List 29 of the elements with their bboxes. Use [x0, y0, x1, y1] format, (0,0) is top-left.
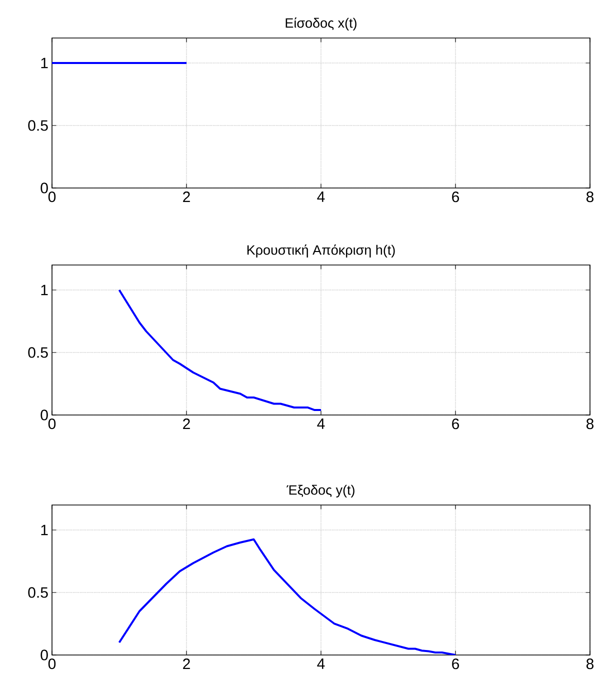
x-tick-label: 0	[48, 658, 56, 670]
x-tick-label: 4	[317, 418, 325, 429]
x-tick-label: 8	[586, 658, 594, 670]
x-tick-label: 0	[48, 418, 56, 430]
line-series	[118, 538, 456, 655]
y-tick-label: 0.5	[28, 347, 48, 358]
x-tick-label: 4	[317, 192, 325, 202]
y-tick-label: 0.5	[28, 587, 48, 598]
x-tick-label: 8	[586, 418, 594, 430]
x-tick-label: 0	[48, 192, 56, 202]
y-tick-label: 0	[40, 410, 48, 420]
x-tick-label: 6	[452, 418, 459, 430]
chart-title: Κρουστική Απόκριση h(t)	[247, 244, 395, 258]
y-tick-label: 0.5	[28, 120, 48, 131]
y-tick-label: 1	[41, 284, 48, 296]
x-tick-label: 6	[452, 658, 459, 670]
x-tick-label: 2	[183, 658, 190, 669]
x-tick-label: 6	[452, 192, 459, 202]
y-tick-label: 1	[41, 58, 48, 68]
x-tick-label: 2	[183, 192, 190, 202]
chart-title: Έξοδος y(t)	[286, 484, 354, 498]
x-tick-label: 2	[183, 418, 190, 429]
y-tick-label: 1	[41, 524, 48, 536]
x-tick-label: 4	[317, 658, 325, 669]
x-tick-label: 8	[586, 192, 594, 202]
chart-title: Είσοδος x(t)	[286, 17, 356, 30]
line-series	[118, 289, 322, 411]
y-tick-label: 0	[40, 182, 48, 194]
y-tick-label: 0	[40, 650, 48, 660]
